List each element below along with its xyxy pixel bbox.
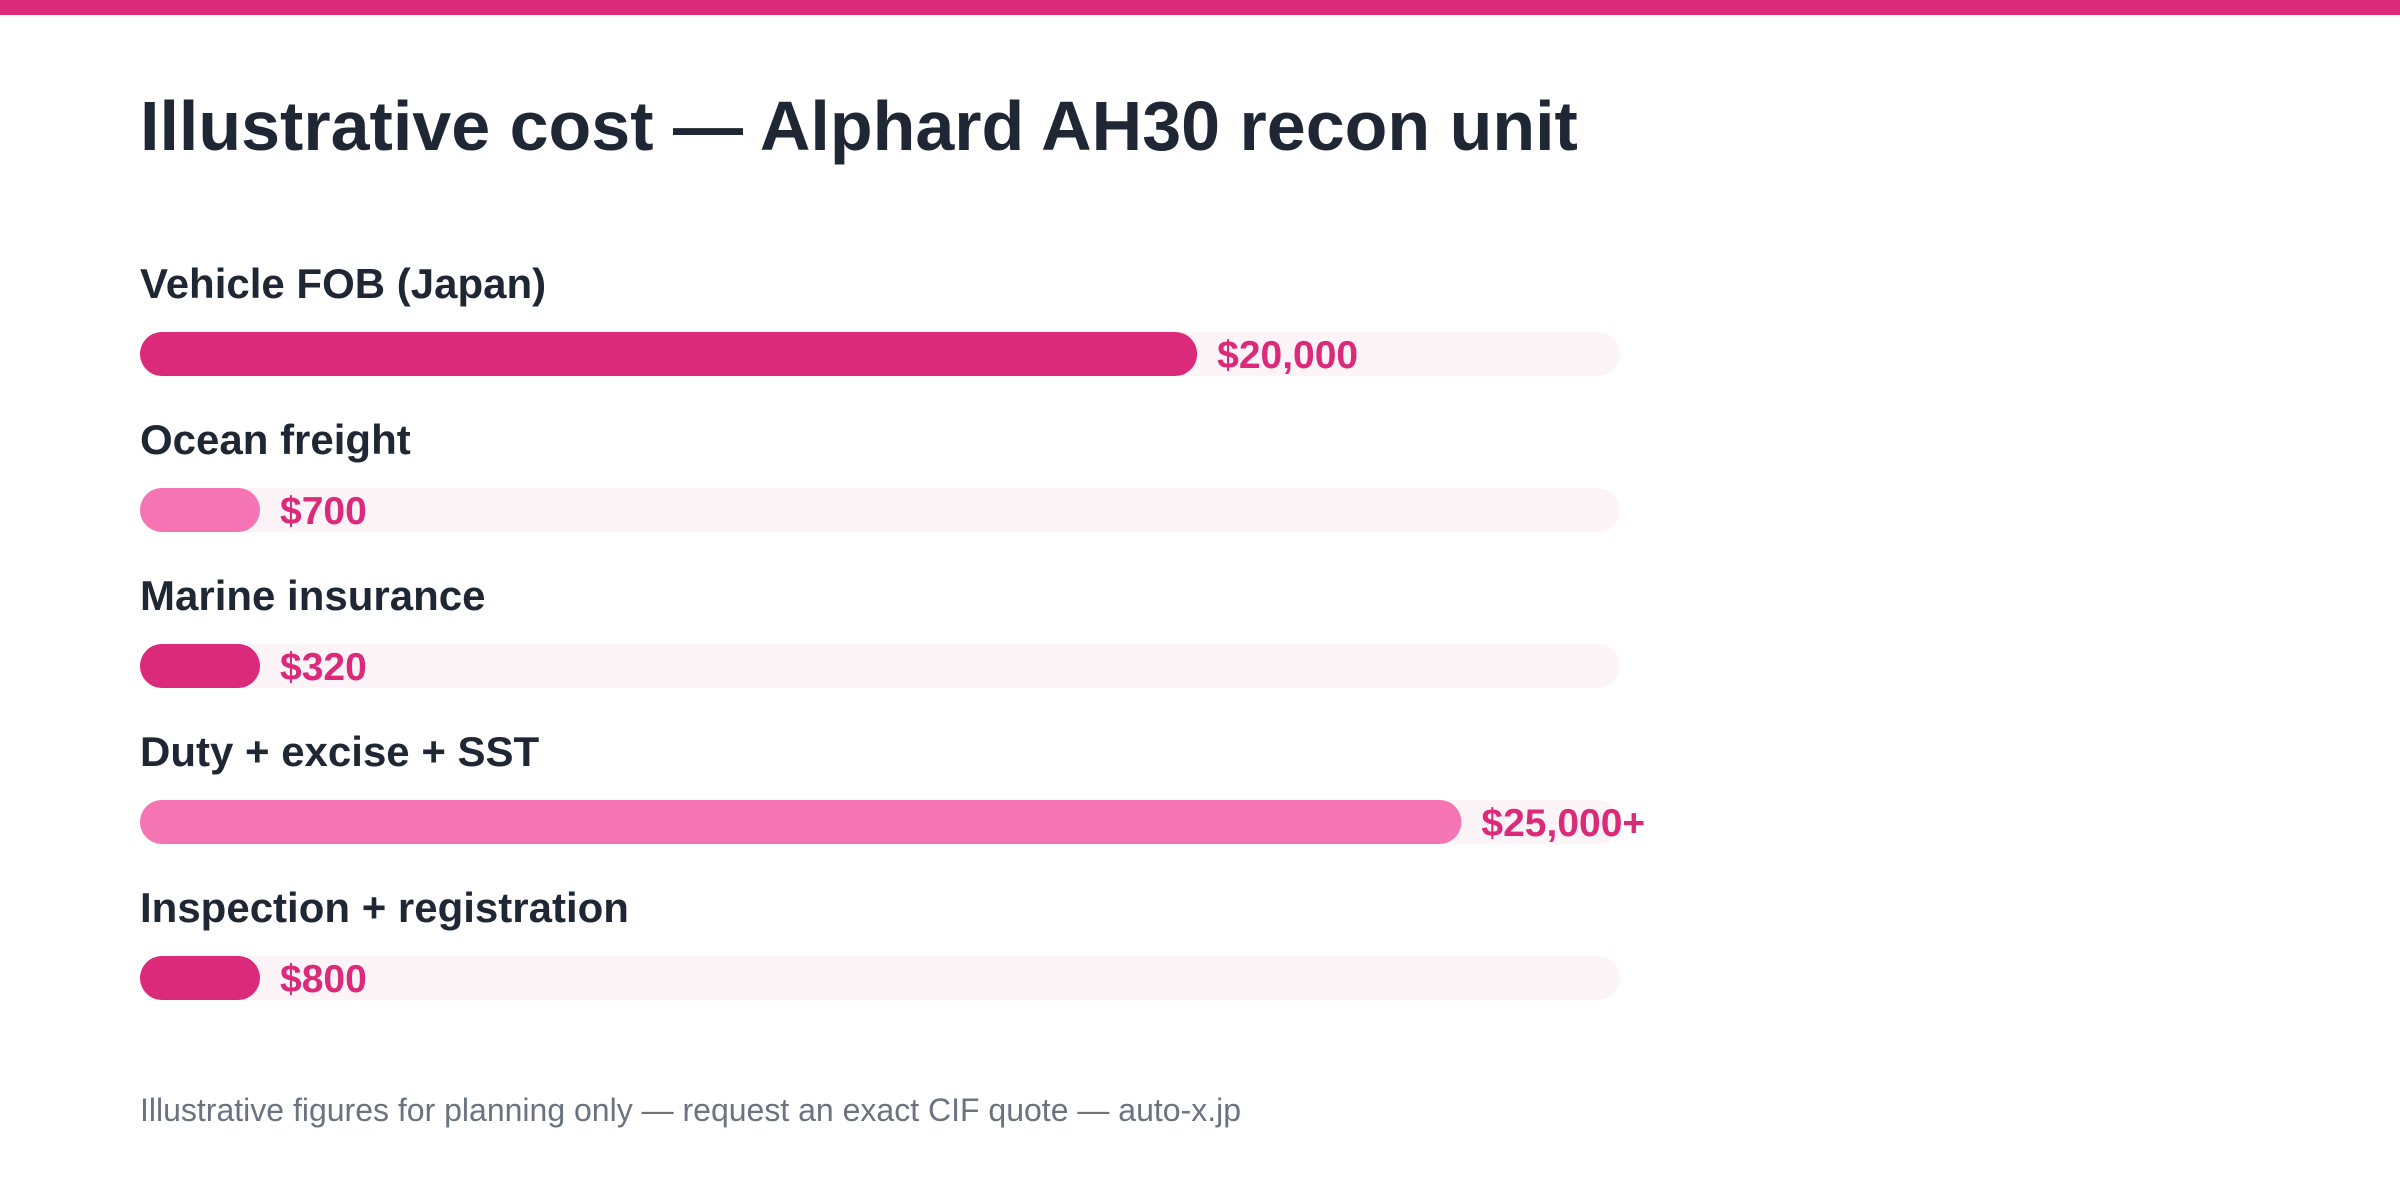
category-label: Ocean freight (140, 416, 411, 463)
value-label: $800 (280, 958, 367, 1001)
category-label: Inspection + registration (140, 884, 629, 931)
category-label: Vehicle FOB (Japan) (140, 260, 546, 307)
bar-track (140, 644, 1620, 688)
footer-note: Illustrative figures for planning only —… (140, 1092, 1241, 1128)
bar-row: Ocean freight $700 (140, 416, 1620, 533)
category-label: Duty + excise + SST (140, 728, 540, 775)
bar (140, 644, 260, 688)
bar-row: Inspection + registration $800 (140, 884, 1620, 1001)
value-label: $25,000+ (1481, 802, 1645, 845)
bar (140, 956, 260, 1000)
bar-row: Marine insurance $320 (140, 572, 1620, 689)
bar (140, 332, 1198, 376)
bar-track (140, 956, 1620, 1000)
value-label: $20,000 (1217, 334, 1358, 377)
bar-track (140, 488, 1620, 532)
bar-row: Vehicle FOB (Japan) $20,000 (140, 260, 1620, 377)
value-label: $320 (280, 646, 367, 689)
category-label: Marine insurance (140, 572, 485, 619)
bar (140, 488, 260, 532)
bar-row: Duty + excise + SST $25,000+ (140, 728, 1645, 845)
top-accent-stripe (0, 0, 2400, 15)
bar (140, 800, 1462, 844)
value-label: $700 (280, 490, 367, 533)
chart-title: Illustrative cost — Alphard AH30 recon u… (140, 87, 1578, 165)
